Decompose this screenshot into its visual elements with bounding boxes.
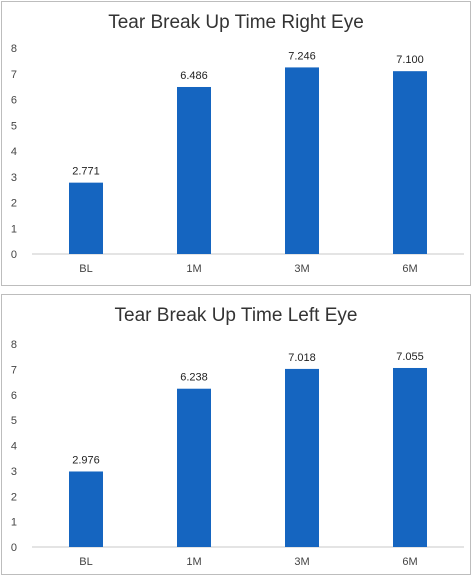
y-tick-label: 6: [11, 390, 17, 402]
x-tick-label: BL: [79, 556, 92, 568]
chart-panel-left-eye: Tear Break Up Time Left Eye 0 1 2 3 4 5 6 7 8 2.9…: [1, 294, 471, 575]
y-tick-label: 7: [11, 69, 17, 81]
data-label: 7.055: [396, 351, 424, 363]
y-tick-label: 0: [11, 542, 17, 554]
data-label: 7.018: [288, 352, 316, 364]
x-tick-label: 3M: [294, 556, 309, 568]
y-tick-label: 5: [11, 415, 17, 427]
chart-title: Tear Break Up Time Right Eye: [108, 12, 364, 33]
data-label: 6.486: [180, 70, 208, 82]
y-tick-label: 4: [11, 146, 17, 158]
bar-chart-right-eye: 0 1 2 3 4 5 6 7 8 2.771 BL 6.486 1M 7.246 3M 7.100 6M: [11, 43, 464, 275]
x-tick-label: 3M: [294, 263, 309, 275]
data-label: 7.100: [396, 54, 424, 66]
chart-panel-right-eye: Tear Break Up Time Right Eye 0 1 2 3 4 5 6 7 8 2.…: [1, 1, 471, 286]
y-tick-label: 3: [11, 172, 17, 184]
bar-3m: [285, 368, 319, 547]
y-tick-label: 2: [11, 198, 17, 210]
chart-title: Tear Break Up Time Left Eye: [114, 305, 358, 326]
bar-bl: [69, 182, 103, 254]
bar-1m: [177, 388, 211, 547]
data-label: 2.976: [72, 454, 100, 466]
x-tick-label: BL: [79, 263, 92, 275]
y-tick-label: 5: [11, 120, 17, 132]
y-tick-label: 8: [11, 339, 17, 351]
y-tick-label: 1: [11, 223, 17, 235]
x-tick-label: 6M: [402, 556, 417, 568]
data-label: 2.771: [72, 166, 100, 178]
bar-6m: [393, 71, 427, 254]
bar-6m: [393, 367, 427, 547]
y-tick-label: 2: [11, 491, 17, 503]
y-tick-label: 4: [11, 441, 17, 453]
bar-bl: [69, 471, 103, 547]
y-tick-label: 8: [11, 43, 17, 55]
data-label: 7.246: [288, 50, 316, 62]
y-tick-label: 6: [11, 95, 17, 107]
y-tick-label: 0: [11, 249, 17, 261]
bar-1m: [177, 86, 211, 254]
x-tick-label: 1M: [186, 556, 201, 568]
y-tick-label: 3: [11, 466, 17, 478]
x-tick-label: 1M: [186, 263, 201, 275]
y-tick-label: 7: [11, 364, 17, 376]
data-label: 6.238: [180, 372, 208, 384]
y-tick-label: 1: [11, 517, 17, 529]
bar-3m: [285, 67, 319, 254]
x-tick-label: 6M: [402, 263, 417, 275]
bar-chart-left-eye: 0 1 2 3 4 5 6 7 8 2.976 BL 6.238 1M 7.018 3M 7.055 6M: [11, 339, 464, 568]
